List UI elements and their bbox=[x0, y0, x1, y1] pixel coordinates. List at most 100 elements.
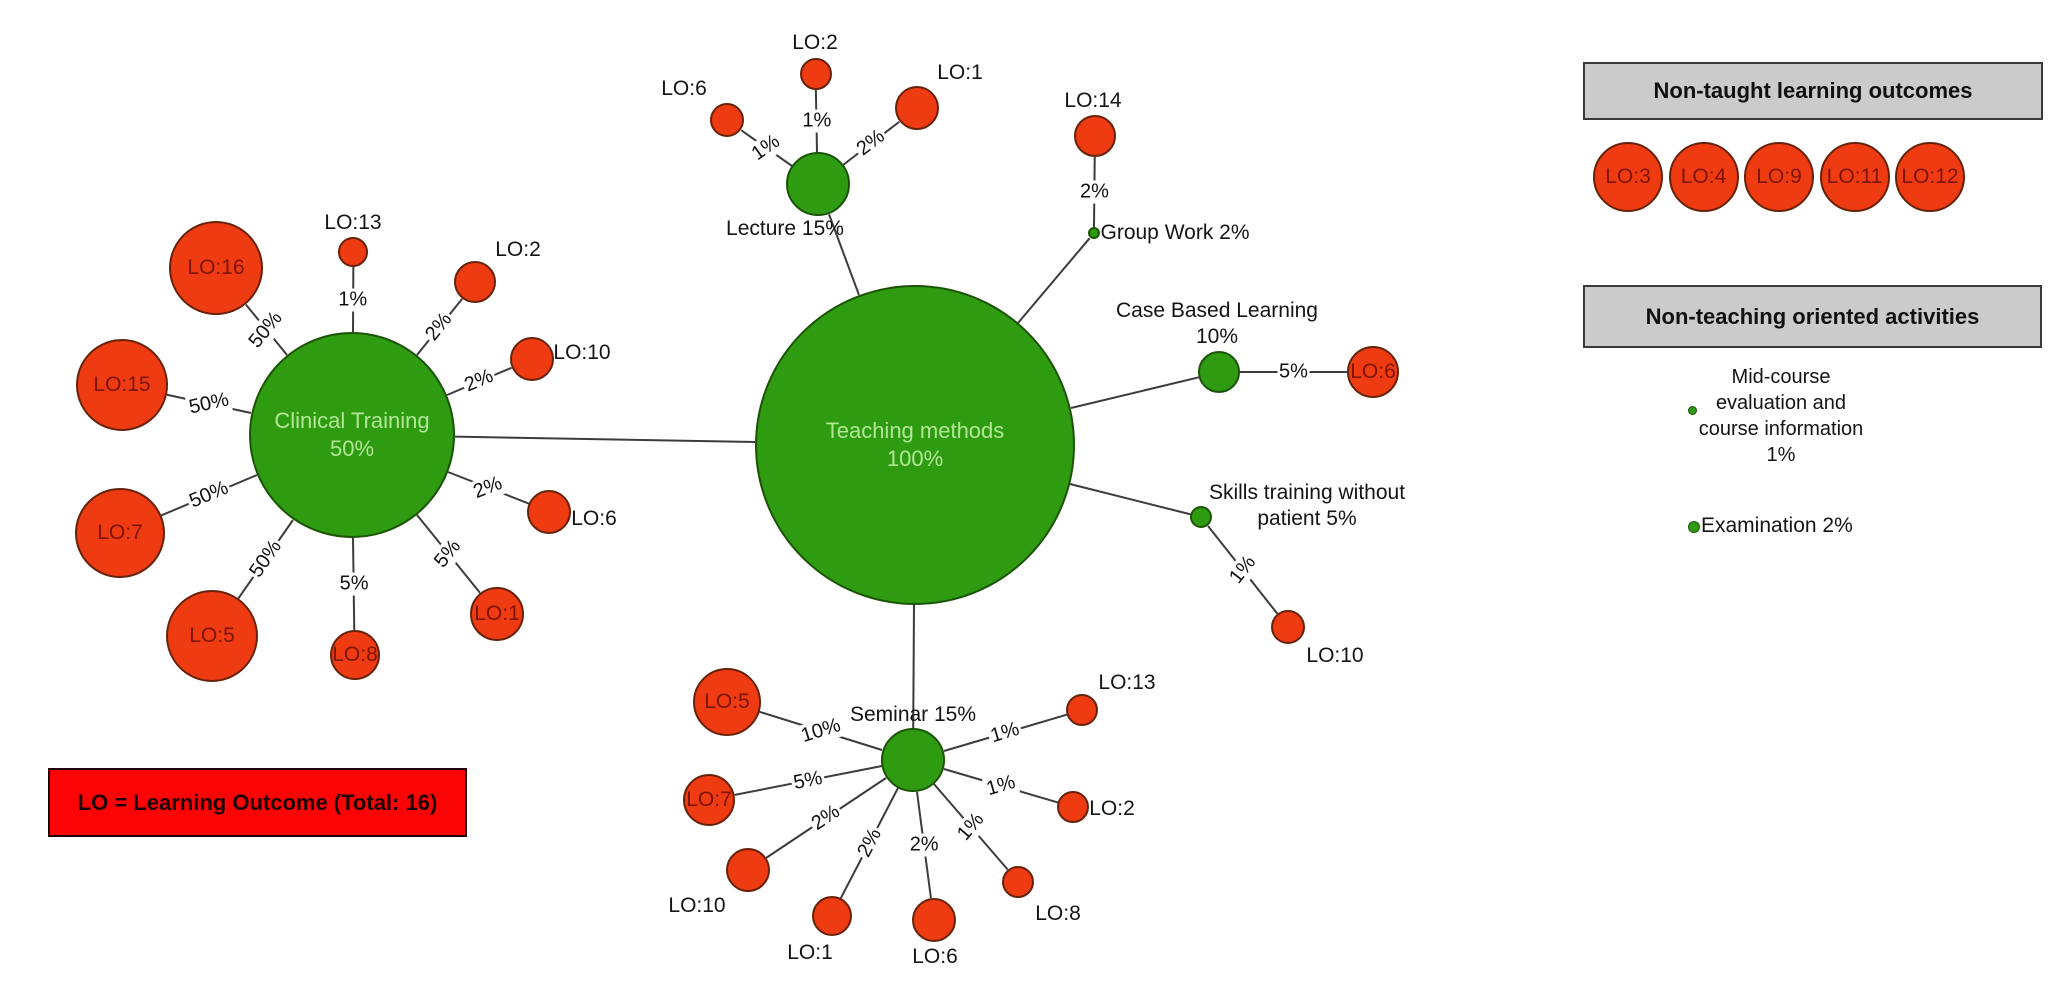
edge-teaching-groupwork bbox=[1017, 236, 1091, 324]
node-label-sk_lo10: LO:10 bbox=[1306, 643, 1364, 667]
edge-percent-clinical-c_lo6: 2% bbox=[468, 471, 508, 505]
edge-percent-seminar-s_lo7: 5% bbox=[789, 766, 827, 796]
node-s_lo1 bbox=[812, 896, 852, 936]
lo-legend-box: LO = Learning Outcome (Total: 16) bbox=[48, 768, 467, 837]
edge-percent-groupwork-lo14: 2% bbox=[1077, 180, 1111, 204]
node-lecture bbox=[786, 152, 850, 216]
edge-percent-clinical-c_lo7: 50% bbox=[184, 476, 235, 515]
edge-teaching-skills bbox=[1069, 483, 1191, 516]
node-label-skills: Skills training without patient 5% bbox=[1208, 480, 1406, 530]
node-label-s_lo10: LO:10 bbox=[668, 893, 726, 917]
edge-percent-seminar-s_lo6: 2% bbox=[907, 833, 941, 857]
node-s_lo6 bbox=[912, 898, 956, 942]
lo-legend-text: LO = Learning Outcome (Total: 16) bbox=[77, 789, 438, 815]
node-c_lo5: LO:5 bbox=[166, 590, 258, 682]
node-label-l_lo1: LO:1 bbox=[937, 60, 983, 84]
edge-percent-clinical-c_lo5: 50% bbox=[243, 534, 288, 584]
node-lo14 bbox=[1074, 115, 1116, 157]
non-teaching-header: Non-teaching oriented activities bbox=[1583, 285, 2042, 348]
node-label-cbl: Case Based Learning 10% bbox=[1116, 298, 1318, 348]
node-label-s_lo5: LO:5 bbox=[704, 689, 750, 713]
node-s_lo8 bbox=[1002, 866, 1034, 898]
node-teaching: Teaching methods 100% bbox=[755, 285, 1075, 605]
node-label-c_lo13: LO:13 bbox=[324, 210, 382, 234]
node-l_lo1 bbox=[895, 86, 939, 130]
node-label-s_lo8: LO:8 bbox=[1035, 901, 1081, 925]
node-l_lo6 bbox=[710, 103, 744, 137]
non-teaching-title: Non-teaching oriented activities bbox=[1645, 303, 1980, 329]
node-s_lo2 bbox=[1057, 791, 1089, 823]
node-clinical: Clinical Training 50% bbox=[249, 332, 455, 538]
edge-percent-clinical-c_lo10: 2% bbox=[459, 364, 499, 399]
examination-dot bbox=[1688, 521, 1700, 533]
edge-teaching-clinical bbox=[454, 435, 756, 444]
node-s_lo13 bbox=[1066, 694, 1098, 726]
node-label-c_lo5: LO:5 bbox=[189, 623, 235, 647]
non-taught-header: Non-taught learning outcomes bbox=[1583, 62, 2043, 120]
node-label-c_lo7: LO:7 bbox=[97, 520, 143, 544]
node-c_lo6 bbox=[527, 490, 571, 534]
node-label-groupwork: Group Work 2% bbox=[1100, 220, 1250, 244]
non-taught-title: Non-taught learning outcomes bbox=[1653, 78, 1973, 103]
node-c_lo7: LO:7 bbox=[75, 488, 165, 578]
node-label-lo14: LO:14 bbox=[1064, 88, 1122, 112]
node-label-clinical: Clinical Training 50% bbox=[274, 407, 430, 461]
node-c_lo13 bbox=[338, 237, 368, 267]
node-c_lo2 bbox=[454, 261, 496, 303]
edge-percent-seminar-s_lo13: 1% bbox=[986, 717, 1025, 749]
node-label-s_lo6: LO:6 bbox=[912, 944, 958, 968]
non-taught-lo4: LO:4 bbox=[1668, 142, 1739, 212]
node-s_lo7: LO:7 bbox=[683, 774, 735, 826]
node-label-c_lo15: LO:15 bbox=[93, 372, 151, 396]
edge-percent-lecture-l_lo2: 1% bbox=[800, 109, 834, 133]
node-c_lo8: LO:8 bbox=[330, 630, 380, 680]
node-l_lo2 bbox=[800, 58, 832, 90]
edge-percent-cbl-cb_lo6: 5% bbox=[1277, 360, 1310, 384]
node-label-s_lo7: LO:7 bbox=[686, 787, 732, 811]
node-s_lo5: LO:5 bbox=[693, 668, 761, 736]
non-taught-lo3: LO:3 bbox=[1593, 142, 1663, 212]
node-cb_lo6: LO:6 bbox=[1347, 346, 1399, 398]
node-skills bbox=[1190, 506, 1212, 528]
node-seminar bbox=[881, 728, 945, 792]
node-label-lecture: Lecture 15% bbox=[726, 216, 844, 240]
node-s_lo10 bbox=[726, 848, 770, 892]
node-groupwork bbox=[1088, 227, 1100, 239]
node-label-c_lo8: LO:8 bbox=[332, 642, 378, 666]
node-label-seminar: Seminar 15% bbox=[849, 702, 977, 726]
node-label-s_lo1: LO:1 bbox=[787, 940, 833, 964]
node-label-l_lo2: LO:2 bbox=[792, 30, 838, 54]
edge-percent-clinical-c_lo8: 5% bbox=[337, 572, 371, 596]
node-sk_lo10 bbox=[1271, 610, 1305, 644]
node-label-s_lo2: LO:2 bbox=[1089, 796, 1135, 820]
node-cbl bbox=[1198, 351, 1240, 393]
node-label-c_lo6: LO:6 bbox=[571, 506, 617, 530]
node-c_lo1: LO:1 bbox=[470, 587, 524, 641]
edge-teaching-cbl bbox=[1070, 375, 1199, 409]
midcourse-evaluation-label: Mid-course evaluation and course informa… bbox=[1698, 366, 1864, 466]
node-label-c_lo16: LO:16 bbox=[187, 255, 245, 279]
non-taught-lo9: LO:9 bbox=[1744, 142, 1814, 212]
examination-label: Examination 2% bbox=[1701, 514, 1853, 537]
edge-percent-seminar-s_lo2: 1% bbox=[981, 770, 1020, 802]
midcourse-evaluation-dot bbox=[1688, 406, 1697, 415]
node-label-teaching: Teaching methods 100% bbox=[825, 417, 1005, 471]
edge-percent-clinical-c_lo13: 1% bbox=[336, 288, 370, 311]
node-label-c_lo1: LO:1 bbox=[474, 601, 520, 625]
edge-percent-clinical-c_lo15: 50% bbox=[185, 388, 234, 420]
node-c_lo16: LO:16 bbox=[169, 221, 263, 315]
non-taught-lo11: LO:11 bbox=[1819, 142, 1890, 212]
node-c_lo10 bbox=[510, 337, 554, 381]
node-label-l_lo6: LO:6 bbox=[661, 76, 707, 100]
node-c_lo15: LO:15 bbox=[76, 339, 168, 431]
non-taught-lo12: LO:12 bbox=[1895, 142, 1965, 212]
edge-percent-seminar-s_lo10: 2% bbox=[806, 799, 847, 837]
edge-percent-seminar-s_lo1: 2% bbox=[851, 823, 888, 864]
node-label-s_lo13: LO:13 bbox=[1098, 670, 1156, 694]
node-label-c_lo10: LO:10 bbox=[553, 340, 611, 364]
edge-percent-seminar-s_lo5: 10% bbox=[796, 713, 846, 749]
node-label-cb_lo6: LO:6 bbox=[1350, 359, 1396, 383]
edge-percent-lecture-l_lo6: 1% bbox=[746, 128, 787, 167]
node-label-c_lo2: LO:2 bbox=[495, 237, 541, 261]
